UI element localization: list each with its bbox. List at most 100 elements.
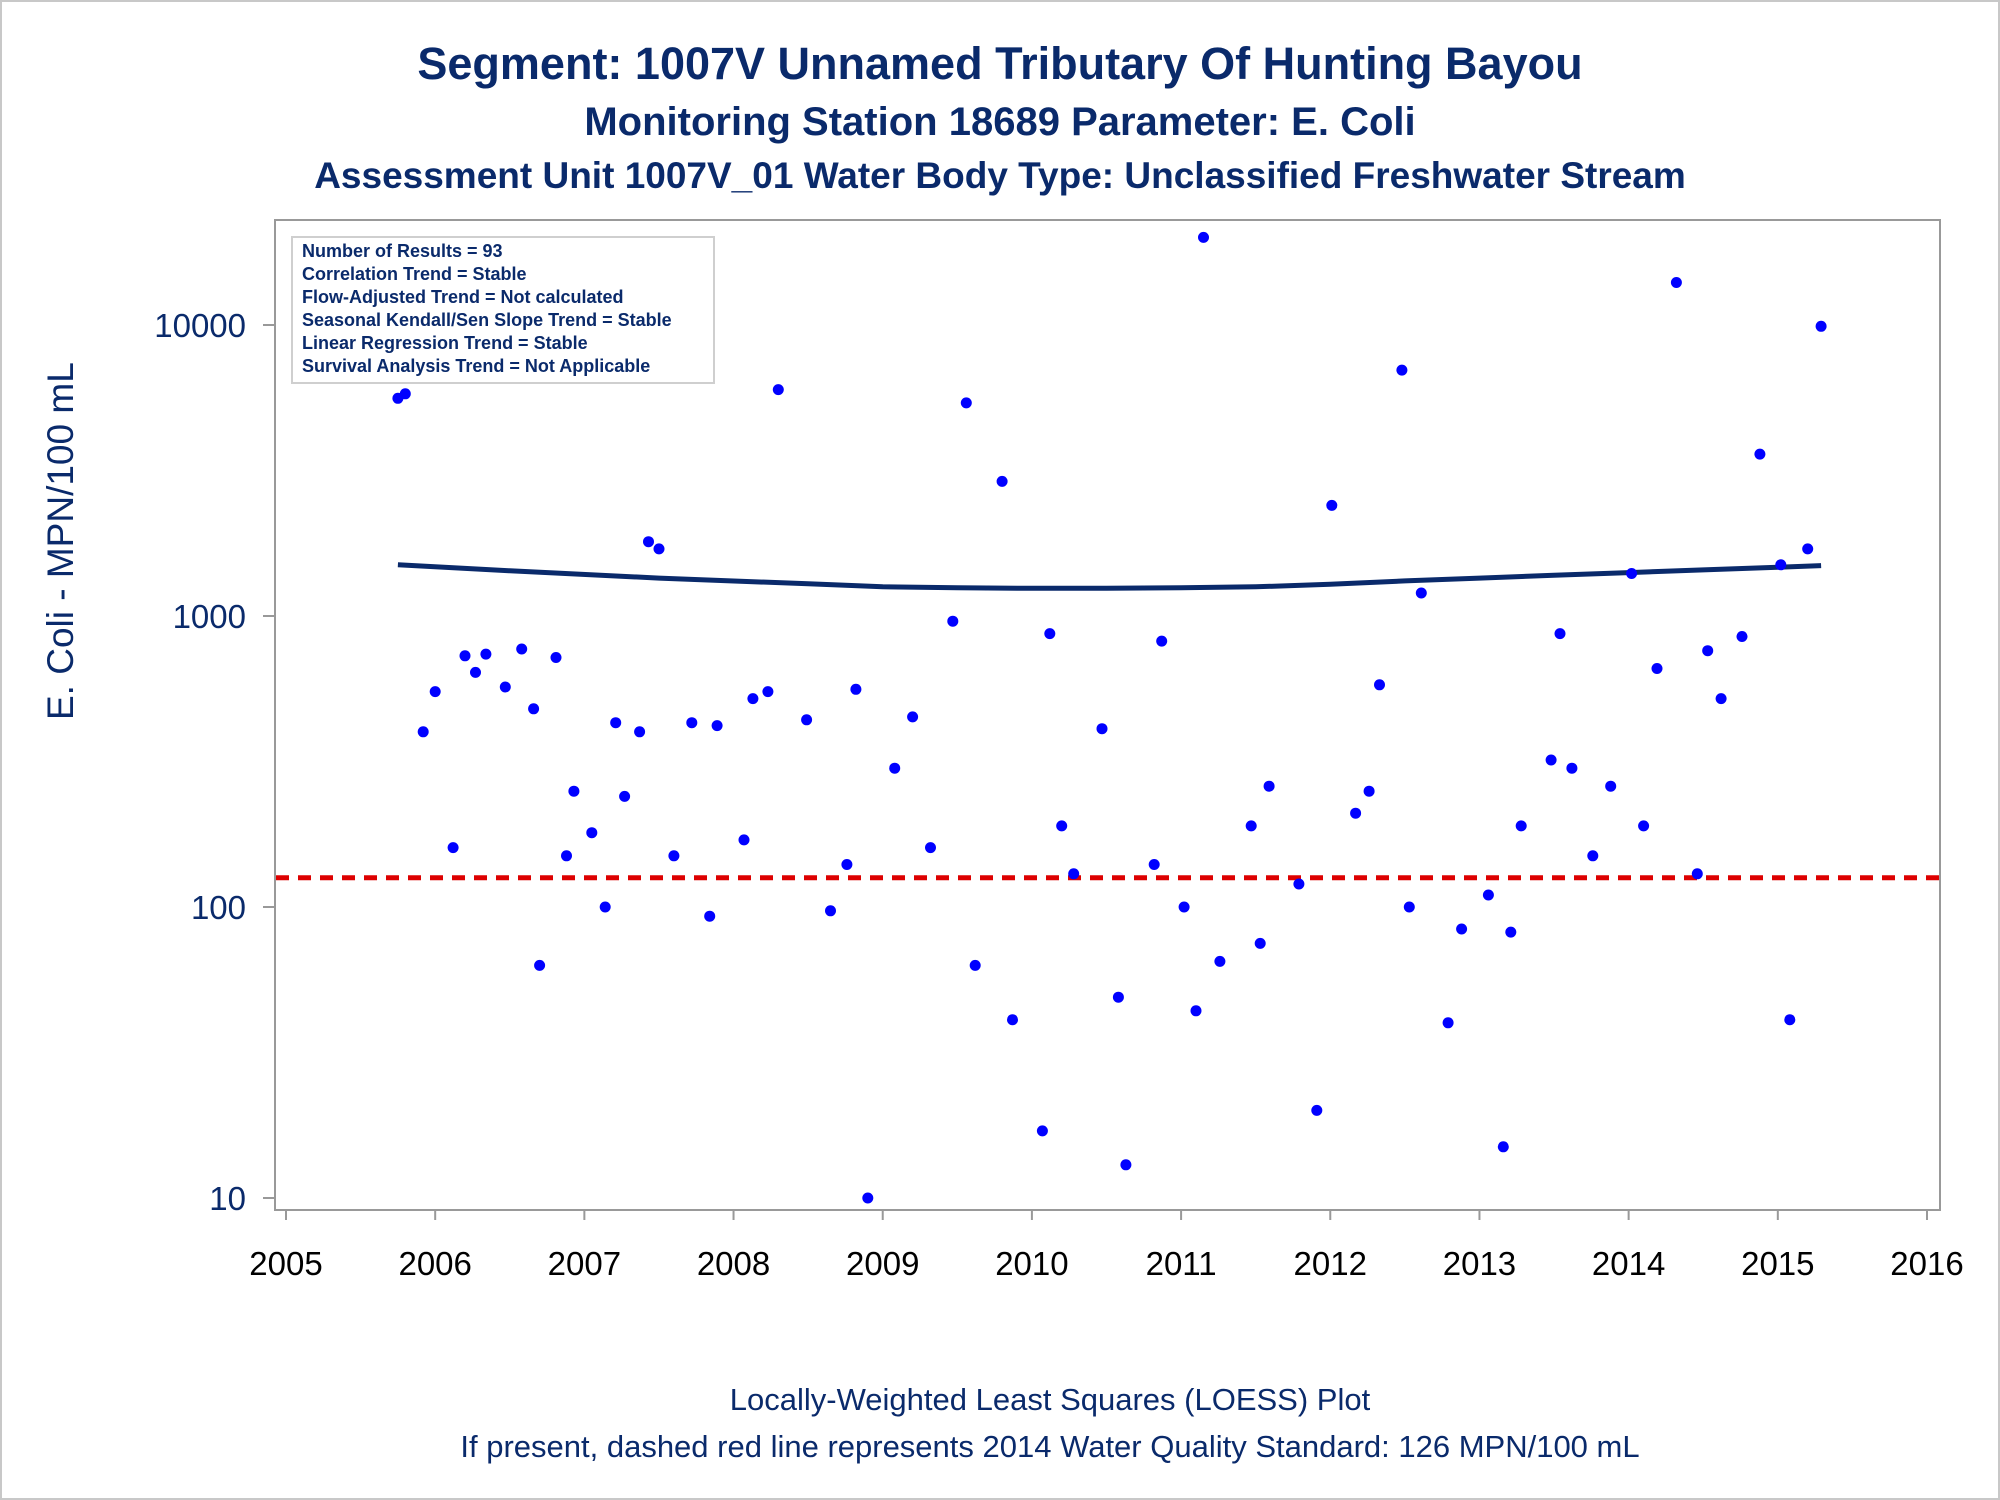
data-point xyxy=(801,714,813,726)
x-tick-label: 2015 xyxy=(1741,1245,1814,1282)
data-point xyxy=(1112,991,1124,1003)
stats-linear-regression-trend: Linear Regression Trend = Stable xyxy=(302,333,588,353)
data-point xyxy=(610,717,622,729)
data-point xyxy=(1178,901,1190,913)
chart-subtitle-assessment: Assessment Unit 1007V_01 Water Body Type… xyxy=(314,155,1686,196)
stats-seasonal-kendall-trend: Seasonal Kendall/Sen Slope Trend = Stabl… xyxy=(302,310,672,330)
data-point xyxy=(1311,1104,1323,1116)
data-point xyxy=(1396,364,1408,376)
y-tick-label: 1000 xyxy=(173,598,246,635)
data-point xyxy=(399,388,411,400)
data-point xyxy=(1403,901,1415,913)
x-tick-label: 2012 xyxy=(1294,1245,1367,1282)
data-point xyxy=(1350,807,1362,819)
data-point xyxy=(1363,785,1375,797)
data-point xyxy=(1736,631,1748,642)
data-point xyxy=(1670,277,1682,288)
x-tick-label: 2010 xyxy=(995,1245,1068,1282)
data-point xyxy=(762,686,774,698)
data-point xyxy=(1587,850,1599,862)
data-point xyxy=(1775,559,1787,571)
data-point xyxy=(1702,645,1714,657)
data-point xyxy=(619,790,631,802)
data-point xyxy=(1190,1005,1202,1017)
data-point xyxy=(841,859,853,870)
x-tick-label: 2007 xyxy=(548,1245,621,1282)
chart-title: Segment: 1007V Unnamed Tributary Of Hunt… xyxy=(417,38,1583,89)
data-point xyxy=(634,726,646,738)
data-point xyxy=(1068,868,1080,880)
stats-box: Number of Results = 93 Correlation Trend… xyxy=(291,236,715,384)
loess-line xyxy=(397,562,1822,591)
data-point xyxy=(429,686,441,698)
plot-area xyxy=(274,219,1941,1211)
data-point xyxy=(1554,628,1566,640)
data-point xyxy=(1056,820,1068,832)
data-point xyxy=(747,693,759,705)
x-tick-label: 2016 xyxy=(1890,1245,1963,1282)
data-point xyxy=(534,959,546,971)
data-point xyxy=(1245,820,1257,832)
data-point xyxy=(738,834,750,846)
footer-note-standard: If present, dashed red line represents 2… xyxy=(460,1429,1640,1464)
data-point xyxy=(1254,937,1266,949)
data-point xyxy=(1497,1141,1509,1153)
data-point xyxy=(1566,762,1578,774)
data-point xyxy=(686,717,698,729)
y-tick-label: 10 xyxy=(209,1180,246,1217)
data-point xyxy=(1456,923,1468,935)
data-point xyxy=(1120,1159,1132,1171)
data-point xyxy=(568,785,580,797)
y-axis-label: E. Coli - MPN/100 mL xyxy=(40,362,81,720)
y-tick-label: 100 xyxy=(191,889,246,926)
x-tick-label: 2005 xyxy=(249,1245,322,1282)
data-point xyxy=(653,543,665,555)
data-point xyxy=(1442,1017,1454,1029)
data-point xyxy=(1214,955,1226,967)
x-tick-label: 2011 xyxy=(1146,1245,1217,1282)
data-point xyxy=(528,703,540,715)
data-point xyxy=(1148,859,1160,870)
data-point xyxy=(1505,926,1517,938)
data-point xyxy=(1198,231,1209,243)
data-point xyxy=(1784,1014,1796,1026)
data-point xyxy=(1754,448,1766,460)
data-point xyxy=(907,711,919,723)
x-tick-label: 2006 xyxy=(398,1245,471,1282)
data-point xyxy=(1263,780,1275,792)
data-point xyxy=(825,905,836,917)
data-point xyxy=(1156,635,1168,647)
data-point xyxy=(643,536,654,548)
data-point xyxy=(996,475,1008,487)
data-point xyxy=(459,650,471,662)
data-point xyxy=(1802,543,1814,555)
data-point xyxy=(960,397,972,409)
data-point xyxy=(947,615,959,627)
data-point xyxy=(1482,889,1494,901)
data-point xyxy=(889,762,901,774)
data-point xyxy=(925,842,936,854)
data-point xyxy=(480,648,492,660)
data-point xyxy=(1626,568,1638,579)
x-tick-label: 2014 xyxy=(1592,1245,1665,1282)
x-tick-label: 2009 xyxy=(846,1245,919,1282)
data-point xyxy=(417,726,429,738)
data-point xyxy=(470,666,481,678)
data-point xyxy=(499,681,511,693)
data-point xyxy=(550,652,562,663)
data-point xyxy=(1515,820,1527,832)
data-point xyxy=(1415,587,1427,599)
data-point xyxy=(969,959,981,971)
data-point xyxy=(1691,868,1703,880)
data-point xyxy=(561,850,572,862)
data-point xyxy=(850,683,862,695)
data-point xyxy=(1374,679,1385,691)
data-point xyxy=(1605,780,1617,792)
data-point xyxy=(1326,499,1338,511)
y-axis: 10 100 1000 10000 xyxy=(154,307,275,1217)
data-point xyxy=(704,910,716,922)
loess-group xyxy=(397,562,1822,591)
data-point xyxy=(516,643,528,655)
